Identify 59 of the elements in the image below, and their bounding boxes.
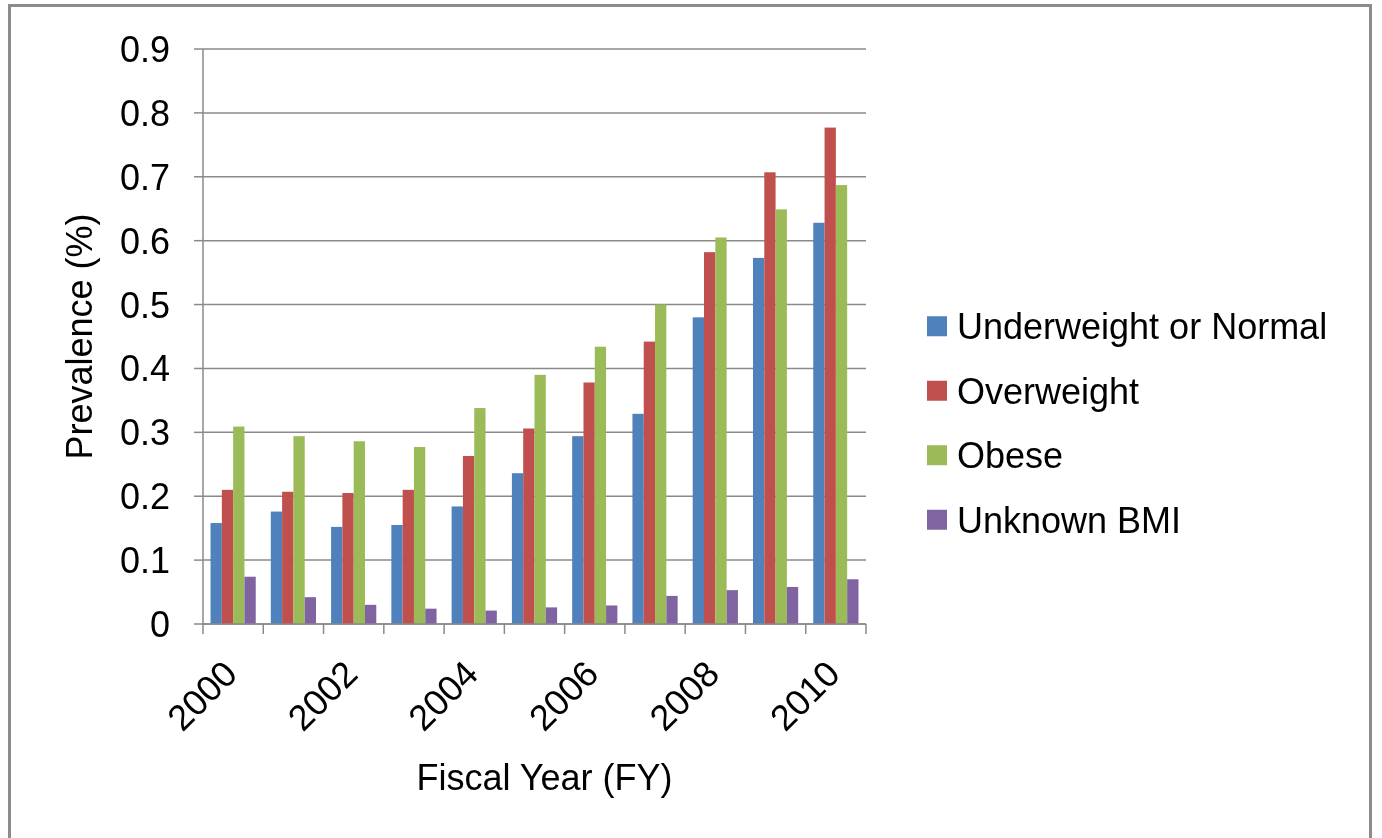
bar <box>545 607 558 624</box>
y-tick-label: 0.3 <box>119 412 170 454</box>
bar <box>293 436 305 624</box>
legend-label: Overweight <box>957 370 1140 412</box>
bar <box>655 304 667 624</box>
bar <box>632 413 644 624</box>
bar <box>391 524 403 624</box>
bar <box>775 209 787 624</box>
bar <box>282 491 294 624</box>
legend-label: Underweight or Normal <box>957 306 1328 348</box>
bar <box>342 493 354 624</box>
bar <box>451 506 463 624</box>
y-tick-label: 0.7 <box>119 156 170 198</box>
y-tick-label: 0 <box>149 603 170 645</box>
bar <box>511 473 524 624</box>
y-tick-label: 0.1 <box>119 540 170 582</box>
legend-label: Unknown BMI <box>957 499 1182 541</box>
bar <box>425 608 437 624</box>
y-tick-label: 0.9 <box>119 28 170 70</box>
bar <box>835 185 848 624</box>
bar <box>824 127 836 624</box>
bar <box>413 447 426 624</box>
y-tick-label: 0.5 <box>119 284 170 326</box>
bar <box>786 586 799 624</box>
bar <box>643 341 656 624</box>
y-tick-label: 0.6 <box>119 220 170 262</box>
bar <box>244 576 256 624</box>
bar <box>221 489 234 624</box>
bar <box>704 252 716 624</box>
bar <box>764 172 776 624</box>
bar <box>402 489 414 624</box>
x-axis-title: Fiscal Year (FY) <box>416 757 673 798</box>
bar <box>583 382 595 624</box>
bar <box>666 595 678 624</box>
bar <box>523 428 535 624</box>
bar <box>813 222 825 624</box>
y-tick-label: 0.4 <box>119 348 170 390</box>
bar <box>726 590 738 624</box>
bar <box>692 317 705 624</box>
legend-label: Obese <box>957 435 1064 477</box>
bar <box>304 597 317 624</box>
y-axis-title: Prevalence (%) <box>59 213 100 460</box>
bar <box>233 426 245 624</box>
bar <box>474 408 486 624</box>
bar <box>606 605 618 624</box>
y-tick-label: 0.8 <box>119 92 170 134</box>
bar <box>715 237 727 624</box>
bar <box>270 511 283 624</box>
bar <box>847 579 859 624</box>
bar <box>534 374 546 624</box>
bar <box>364 604 377 624</box>
bar <box>210 523 222 624</box>
bar <box>752 257 765 624</box>
y-tick-label: 0.2 <box>119 476 170 518</box>
bar <box>353 441 365 624</box>
bar <box>462 455 475 624</box>
bar <box>594 346 607 624</box>
bar <box>572 436 584 624</box>
bar <box>331 526 343 624</box>
